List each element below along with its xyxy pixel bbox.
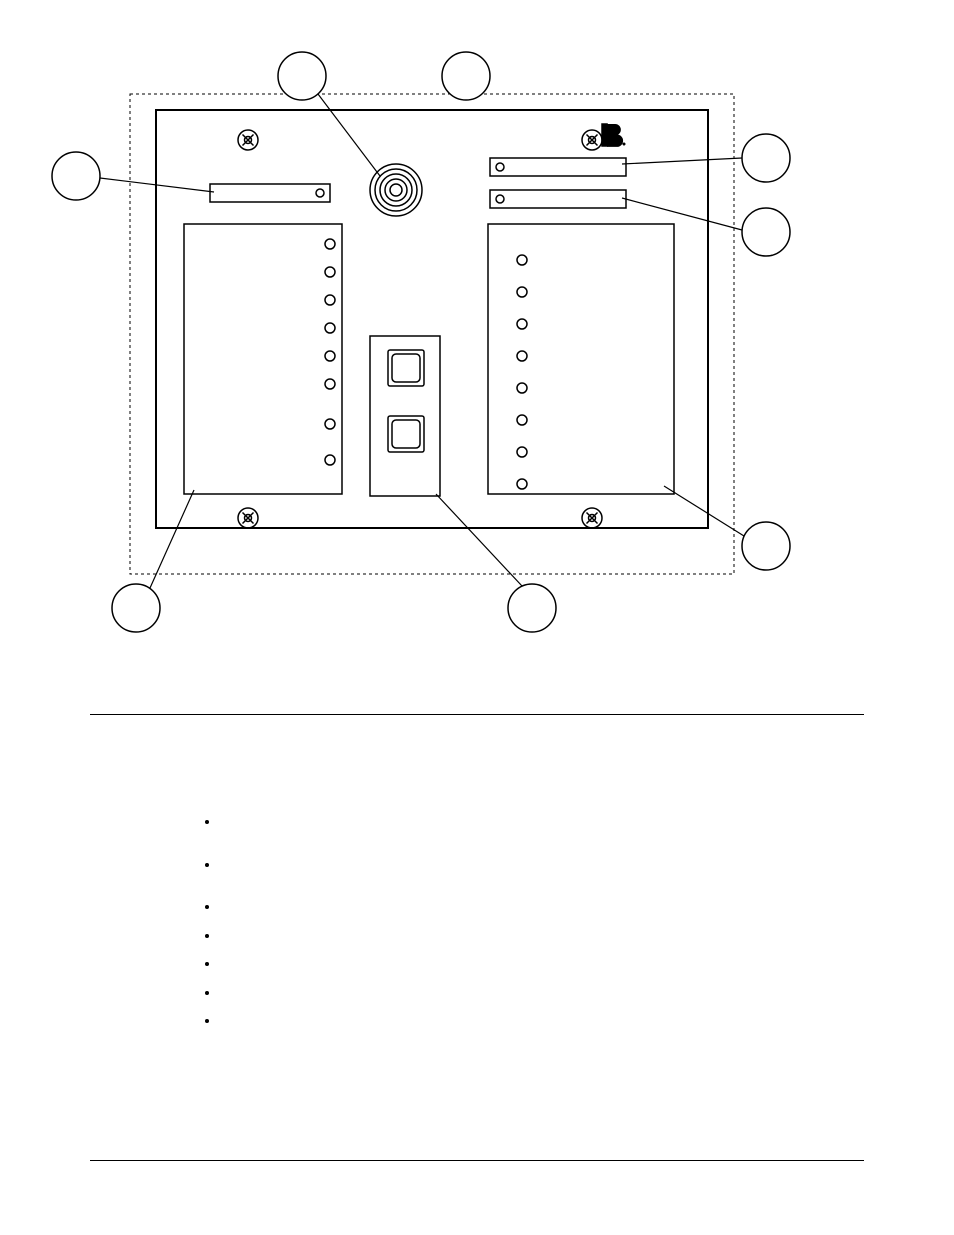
bullet-item <box>220 922 820 951</box>
divider-bottom <box>90 1160 864 1161</box>
divider-top <box>90 714 864 715</box>
panel-diagram <box>0 0 954 640</box>
bullet-item <box>220 808 820 837</box>
bullet-item <box>220 950 820 979</box>
bullet-item <box>220 979 820 1008</box>
bullet-item <box>220 1007 820 1036</box>
bullet-item <box>220 851 820 880</box>
page <box>0 0 954 1235</box>
bullet-item <box>220 893 820 922</box>
bullet-list <box>200 808 820 1036</box>
